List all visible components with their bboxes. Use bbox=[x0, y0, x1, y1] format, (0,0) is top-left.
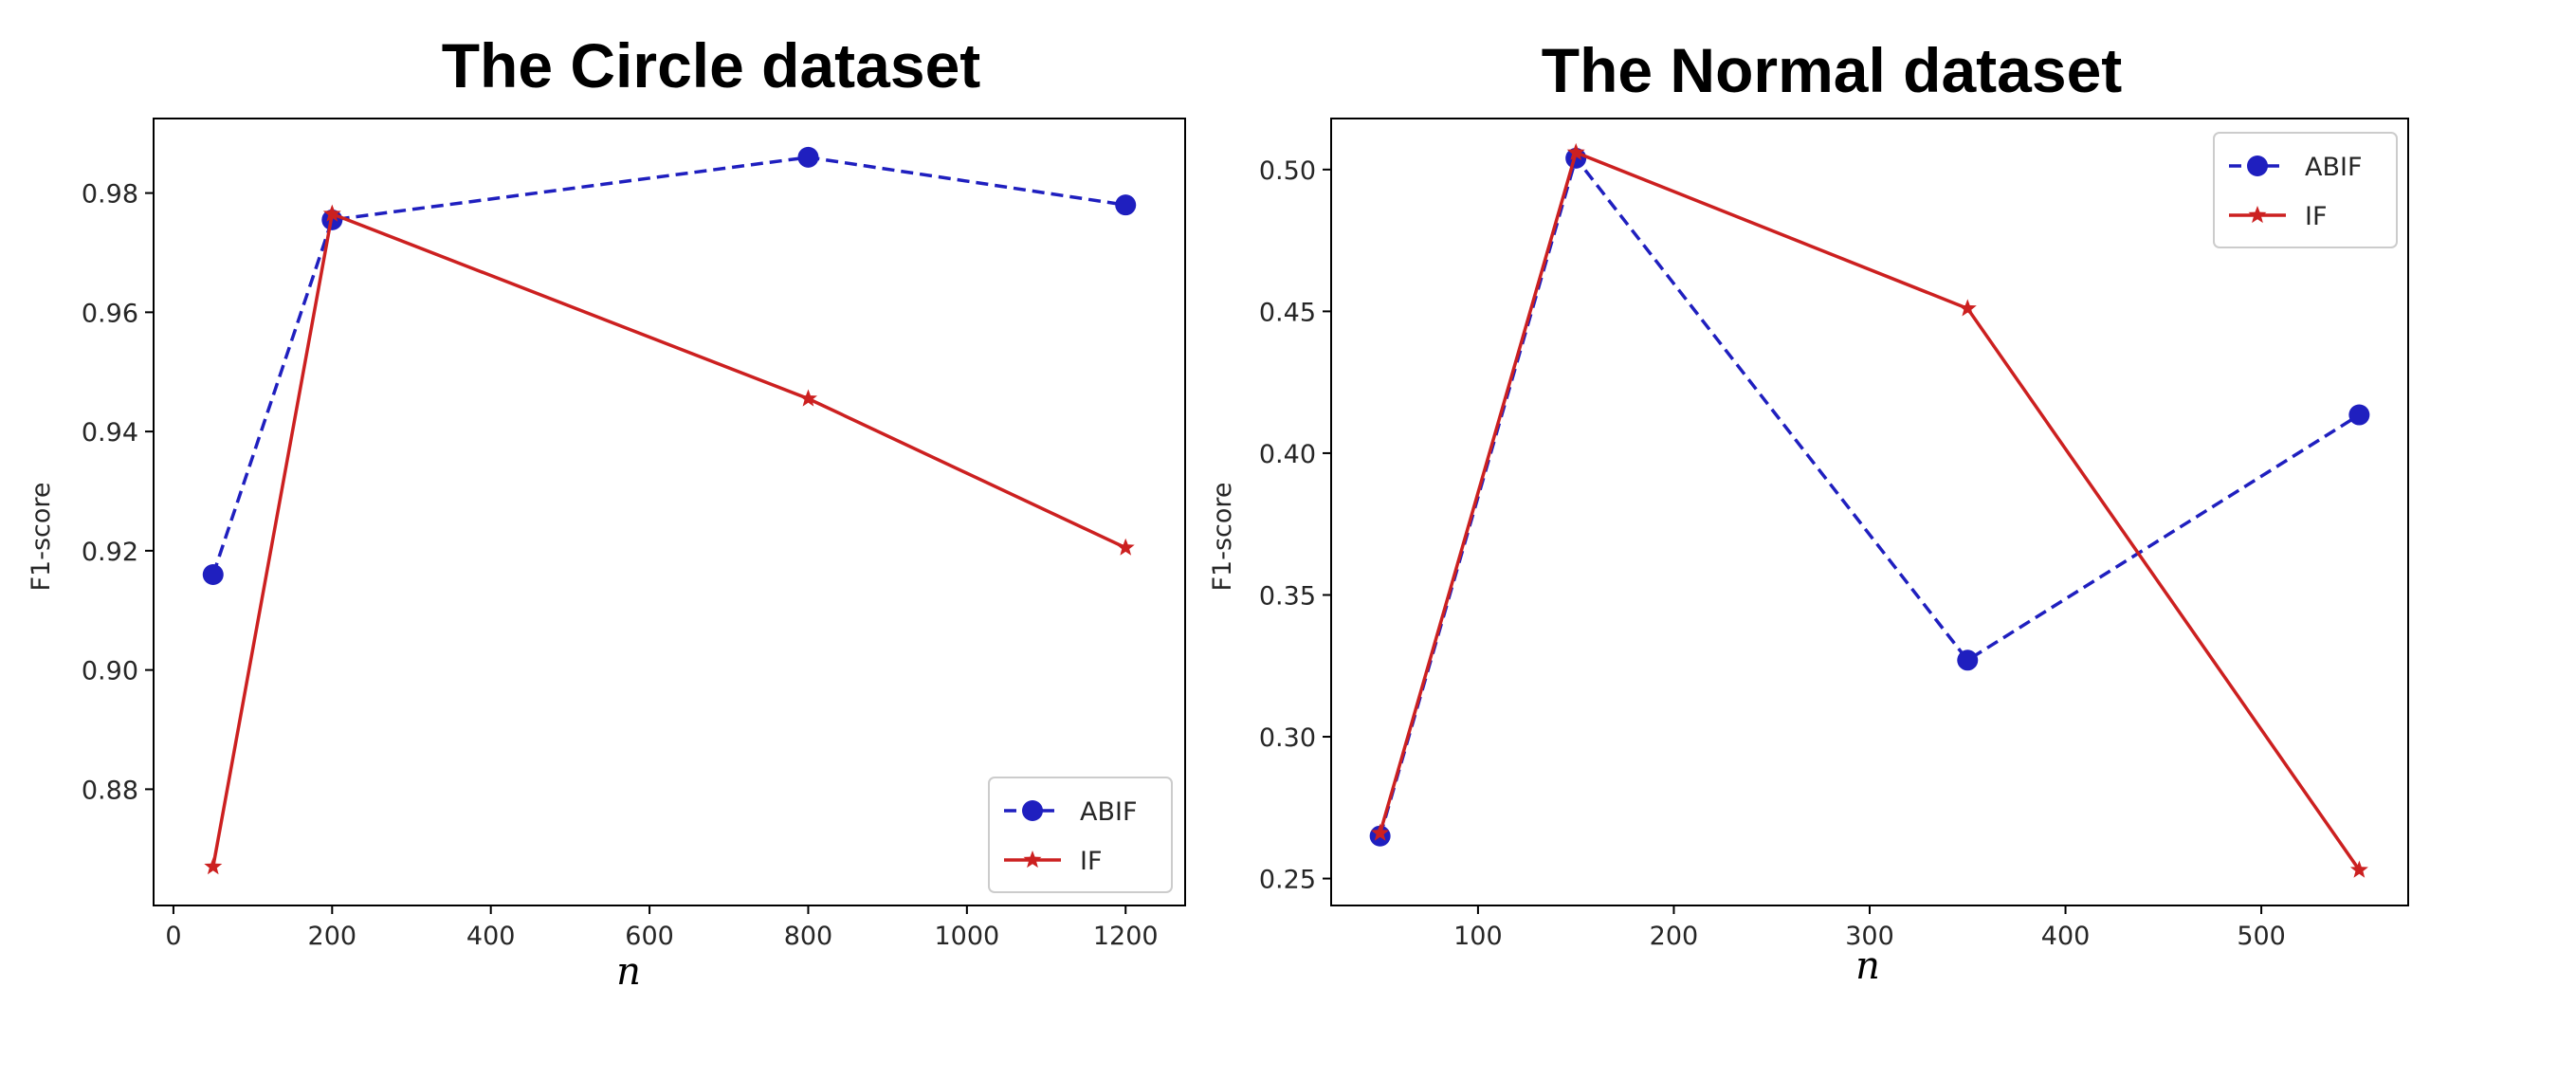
x-tick-label: 200 bbox=[1650, 922, 1699, 951]
x-tick-label: 0 bbox=[165, 922, 181, 951]
y-tick-label: 0.88 bbox=[82, 776, 138, 805]
data-point-if bbox=[2349, 860, 2368, 878]
y-tick-label: 0.40 bbox=[1259, 440, 1316, 469]
data-point-if bbox=[322, 204, 341, 222]
data-point-if bbox=[1958, 299, 1977, 317]
x-axis-label: n bbox=[1855, 944, 1880, 988]
x-tick-label: 100 bbox=[1453, 922, 1503, 951]
data-point-abif bbox=[2348, 404, 2370, 426]
x-tick-label: 600 bbox=[625, 922, 674, 951]
legend-label-abif: ABIF bbox=[2305, 153, 2363, 182]
data-point-abif bbox=[1115, 194, 1137, 216]
legend-marker-if bbox=[1023, 850, 1042, 869]
y-tick-label: 0.96 bbox=[82, 299, 138, 328]
y-axis-label: F1-score bbox=[1208, 482, 1237, 591]
legend: ABIF IF bbox=[988, 777, 1173, 893]
series-line-if bbox=[211, 211, 1126, 868]
x-tick-label: 300 bbox=[1845, 922, 1894, 951]
series-line-abif bbox=[211, 155, 1126, 576]
series-line-if bbox=[1378, 150, 2361, 871]
y-tick-label: 0.30 bbox=[1259, 723, 1316, 753]
chart-normal: The Normal dataset F1-score n 100 200 300 4… bbox=[1208, 35, 2409, 988]
axes-frame bbox=[153, 118, 1186, 906]
x-tick-label: 1200 bbox=[1093, 922, 1159, 951]
data-point-abif bbox=[202, 564, 224, 586]
data-point-if bbox=[1116, 538, 1135, 556]
legend-label-abif: ABIF bbox=[1080, 797, 1138, 827]
x-axis-label: n bbox=[616, 950, 641, 994]
legend-marker-if bbox=[2248, 206, 2267, 224]
data-point-if bbox=[1371, 823, 1390, 841]
legend: ABIF IF bbox=[2213, 132, 2398, 248]
legend-marker-abif bbox=[1022, 800, 1043, 821]
y-tick-label: 0.50 bbox=[1259, 156, 1316, 186]
data-point-abif bbox=[1957, 649, 1979, 671]
y-tick-label: 0.90 bbox=[82, 657, 138, 686]
data-point-if bbox=[204, 857, 223, 875]
legend-label-if: IF bbox=[2305, 202, 2328, 231]
legend-marker-abif bbox=[2247, 155, 2268, 176]
chart-circle: The Circle dataset F1-score n 0 200 400 600… bbox=[27, 30, 1186, 994]
series-line-abif bbox=[1378, 155, 2361, 837]
x-tick-label: 1000 bbox=[934, 922, 999, 951]
chart-title: The Normal dataset bbox=[1542, 35, 2123, 105]
x-tick-label: 400 bbox=[2041, 922, 2091, 951]
x-tick-label: 400 bbox=[466, 922, 516, 951]
y-tick-label: 0.98 bbox=[82, 180, 138, 210]
x-tick-label: 200 bbox=[308, 922, 357, 951]
data-point-if bbox=[1566, 142, 1585, 160]
y-tick-label: 0.94 bbox=[82, 418, 138, 448]
data-point-if bbox=[799, 389, 817, 407]
x-tick-label: 800 bbox=[784, 922, 833, 951]
y-tick-label: 0.45 bbox=[1259, 298, 1316, 327]
chart-title: The Circle dataset bbox=[442, 30, 981, 101]
x-tick-label: 500 bbox=[2237, 922, 2286, 951]
y-tick-label: 0.92 bbox=[82, 538, 138, 567]
y-axis-label: F1-score bbox=[27, 482, 56, 591]
data-point-abif bbox=[797, 146, 819, 168]
y-tick-label: 0.25 bbox=[1259, 866, 1316, 895]
legend-label-if: IF bbox=[1080, 847, 1103, 876]
y-tick-label: 0.35 bbox=[1259, 581, 1316, 611]
